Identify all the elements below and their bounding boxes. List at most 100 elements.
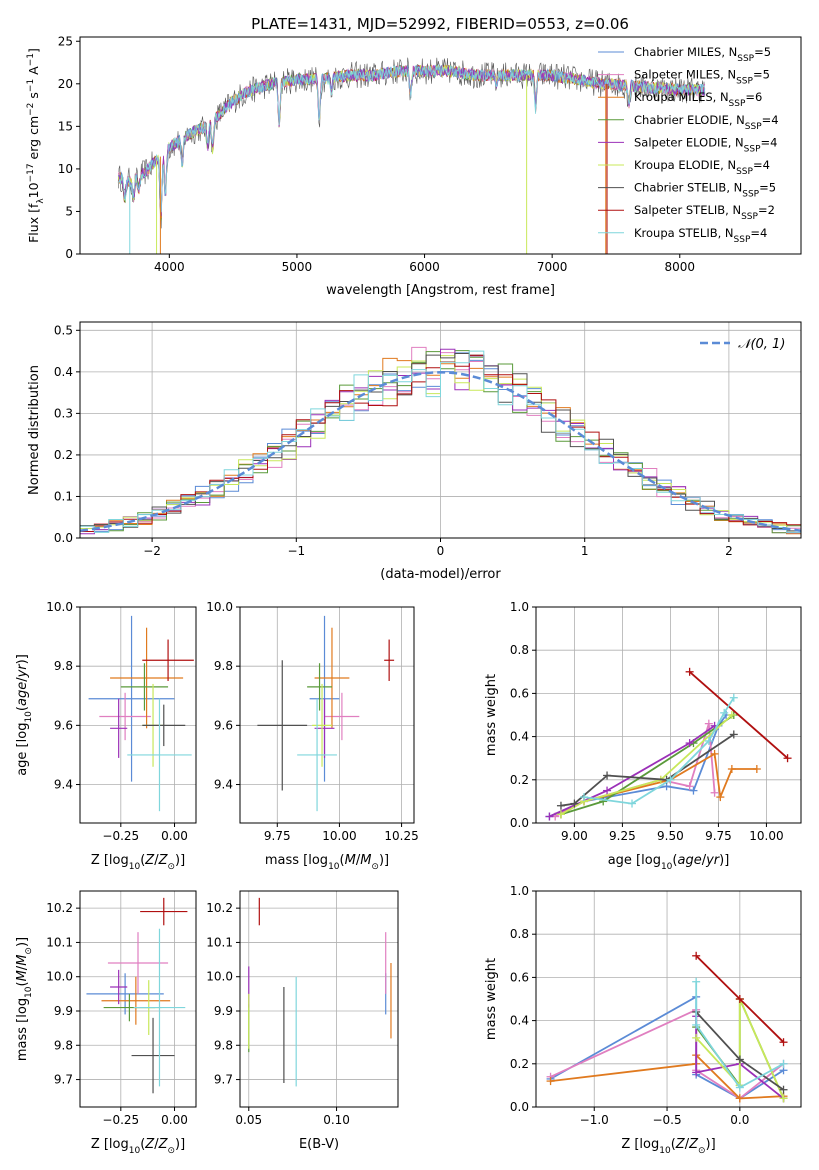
y-tick-label: 9.8 <box>54 659 73 673</box>
y-tick-label: 0.0 <box>510 1100 529 1114</box>
label-part: −1 <box>26 53 36 66</box>
y-axis-label: Flux [fλ10−17 erg cm−2 s−1 A−1] <box>26 48 46 243</box>
axes-mass_vs_EBV <box>240 891 398 1107</box>
label-part: Kroupa MILES, N <box>634 90 729 104</box>
y-tick-label: 0.3 <box>54 406 73 420</box>
x-tick-label: 0.10 <box>323 1113 350 1127</box>
y-tick-label: 1.0 <box>510 884 529 898</box>
y-tick-label: 0.6 <box>510 686 529 700</box>
spectrum-line <box>117 63 706 213</box>
axes-frame <box>79 606 197 824</box>
y-tick-label: 0.6 <box>510 970 529 984</box>
label-part: ( <box>15 981 30 986</box>
x-axis-label: mass [log10(M/M⊙)] <box>265 853 389 872</box>
label-part: / <box>685 1137 690 1152</box>
label-part: SSP <box>744 144 761 154</box>
y-axis-label: age [log10(age/yr)] <box>15 654 34 776</box>
legend-entry: Kroupa ELODIE, NSSP=4 <box>634 158 770 177</box>
y-tick-label: 1.0 <box>510 600 529 614</box>
label-part: Salpeter STELIB, N <box>634 203 741 217</box>
y-tick-label: 0.0 <box>54 531 73 545</box>
legend-entry: Kroupa STELIB, NSSP=4 <box>634 226 767 245</box>
legend-entry: Chabrier MILES, NSSP=5 <box>634 45 771 64</box>
y-axis-label: mass [log10(M/M⊙)] <box>15 937 34 1061</box>
y-tick-label: 10.0 <box>206 600 233 614</box>
x-tick-label: 4000 <box>154 260 185 274</box>
y-tick-label: 9.7 <box>214 1073 233 1087</box>
legend-entry: Kroupa MILES, NSSP=6 <box>634 90 762 109</box>
x-tick-label: 9.75 <box>264 829 291 843</box>
label-part: =5 <box>759 181 776 195</box>
label-part: )] <box>175 853 185 868</box>
y-tick-label: 0.4 <box>510 730 529 744</box>
y-tick-label: 9.9 <box>54 1004 73 1018</box>
x-tick-label: 10.00 <box>749 829 783 843</box>
label-part: age <box>677 853 701 868</box>
label-part: )] <box>15 937 30 947</box>
axes-frame <box>535 606 802 824</box>
label-part: ⊙ <box>698 1146 706 1156</box>
y-tick-label: 0.2 <box>510 1057 529 1071</box>
label-part: =4 <box>762 113 779 127</box>
label-part: ( <box>15 706 30 711</box>
frame-residuals: −2 −1 0 1 2 0.0 0.1 0.2 0.3 0.4 0.5 <box>54 321 802 558</box>
label-part: =2 <box>758 203 775 217</box>
label-part: Kroupa STELIB, N <box>634 226 734 240</box>
label-part: Z <box>144 1137 155 1152</box>
legend-entry: Salpeter ELODIE, NSSP=4 <box>634 135 777 154</box>
axes-frame <box>79 36 802 255</box>
legend-entry: Salpeter STELIB, NSSP=2 <box>634 203 775 222</box>
y-tick-label: 10.0 <box>46 970 73 984</box>
x-tick-label: −0.25 <box>102 1113 139 1127</box>
label-part: −17 <box>26 163 36 182</box>
label-part: Chabrier MILES, N <box>634 45 737 59</box>
x-tick-label: 8000 <box>664 260 695 274</box>
x-axis-label: E(B-V) <box>299 1137 339 1152</box>
label-part: )] <box>15 654 30 664</box>
y-tick-label: 25 <box>58 34 73 48</box>
label-part: / <box>154 1137 159 1152</box>
x-tick-label: 0.00 <box>161 829 188 843</box>
series-line <box>695 998 785 1099</box>
axes-age_vs_Z <box>80 606 196 823</box>
y-axis-label: mass weight <box>484 958 499 1040</box>
y-tick-label: 0.5 <box>54 323 73 337</box>
y-tick-label: 0.8 <box>510 927 529 941</box>
y-tick-label: 0 <box>65 247 73 261</box>
x-tick-label: 5000 <box>282 260 313 274</box>
label-part: ] <box>26 48 41 53</box>
label-part: / <box>15 677 30 682</box>
label-part: / <box>356 853 361 868</box>
y-tick-label: 20 <box>58 77 73 91</box>
y-tick-label: 9.9 <box>214 1004 233 1018</box>
label-part: 10 <box>129 862 141 872</box>
series-line <box>583 697 735 805</box>
label-part: SSP <box>734 235 751 245</box>
x-tick-label: 9.50 <box>657 829 684 843</box>
label-part: 10 <box>661 862 673 872</box>
y-tick-label: 10.2 <box>46 901 73 915</box>
y-tick-label: 0.0 <box>510 816 529 830</box>
label-part: Z [log <box>91 1137 129 1152</box>
errorbar-plot-age_vs_Z: Z [log10(Z/Z⊙)]age [log10(age/yr)] <box>15 615 194 872</box>
axes-mass_vs_Z <box>80 891 196 1107</box>
y-tick-label: 0.2 <box>510 773 529 787</box>
frame-mass_vs_EBV: 0.05 0.10 9.7 9.8 9.9 10.0 10.1 10.2 <box>206 890 399 1127</box>
y-tick-label: 9.8 <box>214 1038 233 1052</box>
label-part: mass [log <box>265 853 328 868</box>
label-part: M <box>15 970 30 981</box>
label-part: Z [log <box>621 1137 659 1152</box>
y-axis-label: Normed distribution <box>27 365 42 495</box>
x-tick-label: 0 <box>437 544 445 558</box>
y-tick-label: 15 <box>58 119 73 133</box>
label-part: Salpeter MILES, N <box>634 68 736 82</box>
line-plot-massweight_vs_Z: Z [log10(Z/Z⊙)]mass weight <box>484 951 788 1156</box>
line-plot-massweight_vs_age: age [log10(age/yr)] mass weight <box>484 667 792 872</box>
y-tick-label: 10.2 <box>206 901 233 915</box>
label-part: SSP <box>737 54 754 64</box>
axes-frame <box>239 606 415 824</box>
y-tick-label: 9.7 <box>54 1073 73 1087</box>
label-part: s <box>26 92 41 103</box>
label-part: / <box>15 965 30 970</box>
